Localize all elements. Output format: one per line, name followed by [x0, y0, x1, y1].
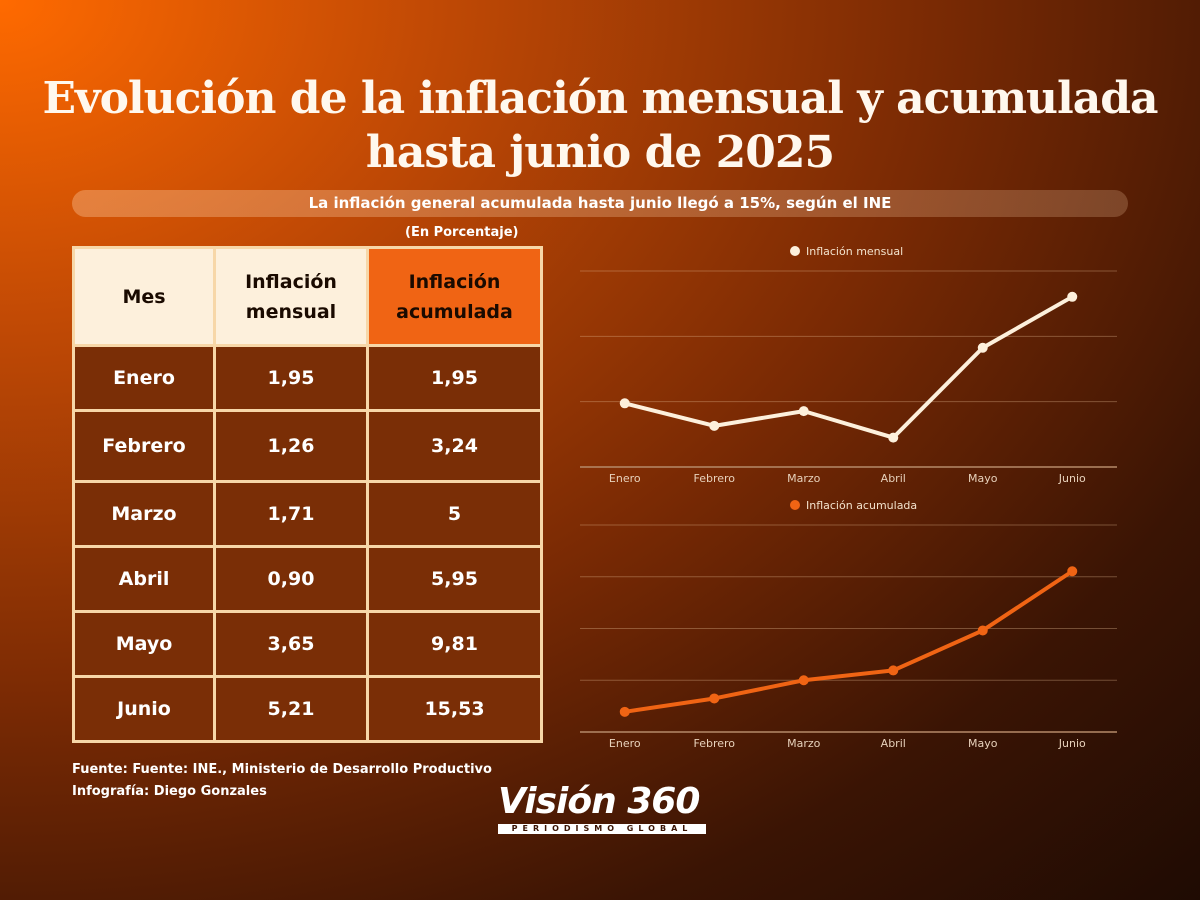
table-row: Enero 1,95 1,95 [72, 344, 543, 412]
data-point [1067, 291, 1078, 302]
cell-acumulada: 1,95 [366, 344, 543, 412]
inflation-table: Mes Inflación mensual Inflación acumulad… [72, 246, 543, 743]
page-title: Evolución de la inflación mensual y acum… [0, 72, 1200, 180]
data-point [977, 342, 988, 353]
cell-month: Enero [72, 344, 216, 412]
x-tick-label: Marzo [787, 737, 821, 750]
data-point [709, 420, 720, 431]
credit-note: Infografía: Diego Gonzales [72, 784, 267, 799]
legend-marker [790, 246, 800, 256]
chart-inflacion-acumulada: Inflación acumulada05101520EneroFebreroM… [580, 499, 1117, 750]
cell-month: Mayo [72, 610, 216, 678]
cell-month: Abril [72, 545, 216, 613]
table-row: Junio 5,21 15,53 [72, 675, 543, 743]
data-point [798, 675, 809, 686]
cell-acumulada: 9,81 [366, 610, 543, 678]
table-header-row: Mes Inflación mensual Inflación acumulad… [72, 246, 543, 347]
table-row: Febrero 1,26 3,24 [72, 409, 543, 483]
cell-mensual: 0,90 [213, 545, 369, 613]
x-tick-label: Abril [881, 737, 906, 750]
title-line-1: Evolución de la inflación mensual y acum… [42, 73, 1158, 124]
subtitle-bar: La inflación general acumulada hasta jun… [72, 190, 1128, 217]
cell-mensual: 1,95 [213, 344, 369, 412]
table-row: Marzo 1,71 5 [72, 480, 543, 548]
data-point [798, 406, 809, 417]
table-row: Mayo 3,65 9,81 [72, 610, 543, 678]
chart-inflacion-mensual: Inflación mensual0246EneroFebreroMarzoAb… [580, 245, 1117, 485]
data-point [1067, 566, 1078, 577]
source-note: Fuente: Fuente: INE., Ministerio de Desa… [72, 762, 492, 777]
header-acumulada: Inflación acumulada [366, 246, 543, 347]
cell-mensual: 1,26 [213, 409, 369, 483]
x-tick-label: Mayo [968, 472, 998, 485]
table-row: Abril 0,90 5,95 [72, 545, 543, 613]
legend-marker [790, 500, 800, 510]
cell-mensual: 3,65 [213, 610, 369, 678]
logo-name: Visión 360 [498, 781, 700, 822]
x-tick-label: Enero [609, 472, 641, 485]
x-tick-label: Febrero [693, 737, 735, 750]
cell-month: Febrero [72, 409, 216, 483]
x-tick-label: Junio [1058, 472, 1086, 485]
data-point [977, 625, 988, 636]
brand-logo: Visión 360 PERIODISMO GLOBAL [498, 782, 706, 838]
footer: Fuente: Fuente: INE., Ministerio de Desa… [72, 759, 492, 803]
legend-label: Inflación mensual [806, 245, 903, 258]
data-point [619, 398, 630, 409]
logo-tagline: PERIODISMO GLOBAL [498, 824, 706, 834]
x-tick-label: Marzo [787, 472, 821, 485]
data-point [888, 432, 899, 443]
x-tick-label: Mayo [968, 737, 998, 750]
cell-mensual: 5,21 [213, 675, 369, 743]
series-line [622, 294, 1075, 440]
header-mes: Mes [72, 246, 216, 347]
x-tick-label: Abril [881, 472, 906, 485]
unit-note: (En Porcentaje) [405, 225, 519, 240]
cell-month: Junio [72, 675, 216, 743]
x-tick-label: Febrero [693, 472, 735, 485]
x-tick-label: Enero [609, 737, 641, 750]
header-mensual: Inflación mensual [213, 246, 369, 347]
title-line-2: hasta junio de 2025 [365, 127, 835, 178]
cell-acumulada: 5 [366, 480, 543, 548]
cell-acumulada: 5,95 [366, 545, 543, 613]
data-point [709, 693, 720, 704]
cell-acumulada: 3,24 [366, 409, 543, 483]
x-tick-label: Junio [1058, 737, 1086, 750]
series-line [622, 569, 1075, 714]
data-point [888, 665, 899, 676]
data-point [619, 706, 630, 717]
cell-acumulada: 15,53 [366, 675, 543, 743]
legend-label: Inflación acumulada [806, 499, 917, 512]
cell-month: Marzo [72, 480, 216, 548]
cell-mensual: 1,71 [213, 480, 369, 548]
